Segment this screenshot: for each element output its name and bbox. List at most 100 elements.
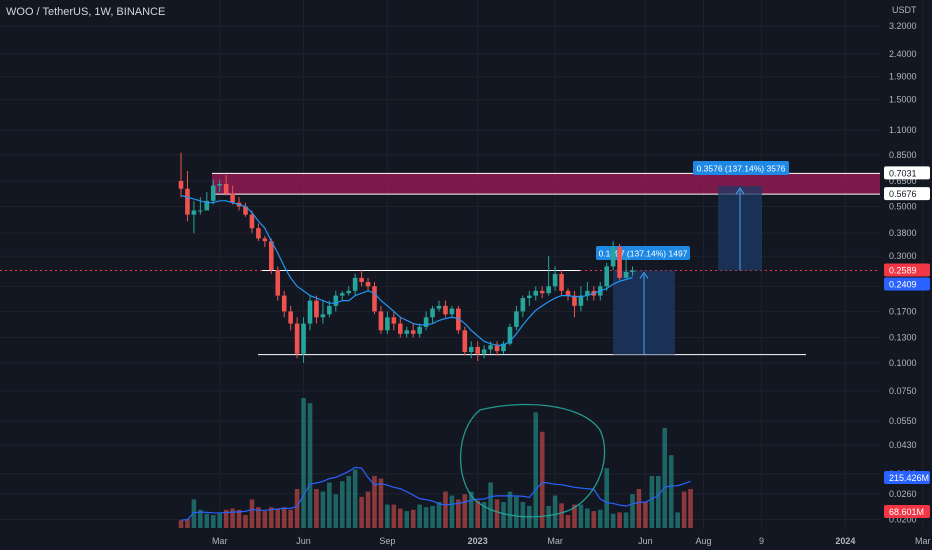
- y-axis-tick-label: 0.0430: [889, 440, 917, 450]
- price-tag-bg: [884, 277, 930, 291]
- y-axis-tick-label: 0.6500: [889, 176, 917, 186]
- candle-body: [630, 270, 635, 272]
- candle-body: [456, 308, 461, 331]
- candle-body: [527, 295, 532, 299]
- volume-bar: [514, 496, 519, 528]
- volume-bar: [630, 494, 635, 528]
- y-axis-tick-label: 0.0200: [889, 514, 917, 524]
- candle-body: [436, 305, 442, 309]
- candle-body: [443, 305, 448, 315]
- candle-body: [378, 311, 384, 331]
- x-axis-tick-label: Sep: [379, 536, 395, 546]
- candle-body: [559, 273, 564, 291]
- candle-body: [185, 188, 190, 215]
- candle-body: [333, 295, 339, 306]
- volume-bar: [539, 431, 545, 528]
- candle-body: [391, 317, 397, 324]
- annotation-label: 0.1497 (137.14%) 1497: [599, 249, 688, 259]
- volume-bar: [617, 512, 622, 528]
- volume-bar: [565, 515, 571, 528]
- candle-body: [262, 238, 268, 242]
- volume-bar: [288, 509, 293, 528]
- volume-bar: [307, 403, 313, 528]
- volume-bar: [656, 476, 661, 528]
- x-axis-tick-label: Jun: [296, 536, 311, 546]
- y-axis-tick-label: 0.1000: [889, 358, 917, 368]
- y-axis-tick-label: 1.1000: [889, 125, 917, 135]
- price-tag-label: 0.7031: [889, 168, 917, 178]
- candle-body: [520, 298, 526, 312]
- candle-body: [398, 323, 403, 334]
- volume-bar: [572, 504, 577, 528]
- volume-bar: [391, 504, 397, 528]
- candle-body: [210, 185, 216, 201]
- volume-bar: [546, 505, 551, 528]
- candle-body: [217, 184, 222, 186]
- candle-body: [346, 290, 351, 294]
- volume-bar: [681, 491, 687, 528]
- volume-bar: [488, 482, 493, 528]
- volume-bar: [327, 482, 332, 528]
- y-axis-tick-label: 0.0550: [889, 416, 917, 426]
- price-tag-label: 0.5676: [889, 189, 917, 199]
- volume-bar: [217, 513, 222, 528]
- volume-bar: [649, 476, 655, 528]
- volume-bar: [398, 508, 403, 528]
- candle-body: [475, 346, 480, 354]
- price-tag-bg: [884, 166, 930, 180]
- candle-body: [481, 349, 487, 354]
- candle-body: [314, 300, 319, 318]
- volume-bar: [372, 476, 377, 528]
- arrow-head-icon: [735, 187, 745, 195]
- volume-bar: [275, 508, 281, 528]
- volume-ma-line: [180, 466, 691, 521]
- candle-body: [359, 277, 364, 283]
- volume-bar: [262, 511, 268, 528]
- volume-bar: [339, 481, 345, 528]
- x-axis-tick-label: 2023: [468, 536, 488, 546]
- volume-bar: [256, 507, 261, 528]
- annotation-label: 0.3576 (137.14%) 3576: [697, 164, 786, 174]
- price-tag-label: 68.601M: [889, 507, 924, 517]
- price-tag-bg: [884, 187, 930, 201]
- y-axis-tick-label: 3.2000: [889, 21, 917, 31]
- volume-bar: [688, 489, 693, 528]
- candle-body: [552, 273, 558, 287]
- candle-body: [385, 317, 390, 331]
- price-ma-line: [180, 194, 633, 346]
- volume-bar: [249, 499, 255, 528]
- volume-bar: [643, 502, 648, 528]
- volume-bar: [475, 500, 480, 528]
- volume-bar: [204, 513, 210, 528]
- price-tag-bg: [884, 505, 930, 518]
- candle-body: [230, 193, 235, 203]
- volume-bar: [436, 502, 442, 528]
- y-axis-tick-label: 0.3800: [889, 228, 917, 238]
- volume-bar: [668, 455, 674, 528]
- volume-bar: [520, 502, 526, 528]
- volume-bar: [501, 502, 506, 528]
- x-axis-tick-label: 9: [759, 536, 764, 546]
- volume-bar: [604, 468, 609, 528]
- y-axis-tick-label: 1.9000: [889, 72, 917, 82]
- volume-bar: [623, 512, 629, 528]
- y-axis-tick-label: 0.5000: [889, 202, 917, 212]
- volume-bar: [191, 499, 197, 528]
- volume-bar: [456, 499, 461, 528]
- y-axis-tick-label: 0.0260: [889, 489, 917, 499]
- candle-body: [565, 290, 571, 296]
- volume-bar: [320, 491, 326, 528]
- candle-body: [546, 286, 551, 294]
- y-axis-tick-label: 2.4000: [889, 49, 917, 59]
- volume-bar: [269, 507, 274, 528]
- highlight-circle: [459, 403, 606, 518]
- candle-body: [365, 282, 371, 287]
- candle-body: [533, 290, 539, 296]
- price-tag-label: 215.426M: [889, 473, 929, 483]
- candle-body: [243, 206, 248, 215]
- volume-bar: [365, 491, 371, 528]
- candle-body: [623, 271, 629, 278]
- volume-bar: [210, 515, 216, 528]
- y-axis-tick-label: 0.1700: [889, 306, 917, 316]
